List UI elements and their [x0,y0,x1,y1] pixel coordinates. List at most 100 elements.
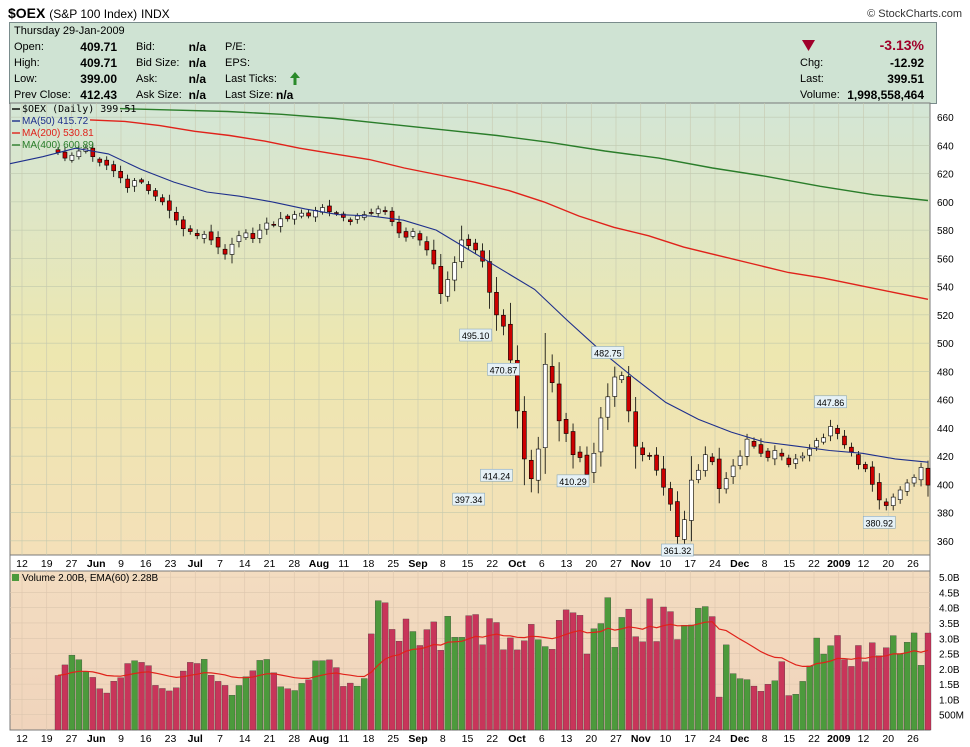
volume-bar [604,597,611,731]
volume-bar [298,683,305,731]
candlestick-series [55,142,931,554]
volume-bar [368,633,375,731]
annotation-label: 495.10 [462,331,490,341]
candle-body [883,501,889,506]
price-tick-label: 660 [937,113,954,124]
candle-body [612,376,618,397]
candle-body [236,235,242,242]
price-tick-label: 560 [937,254,954,265]
price-tick-label: 420 [937,452,954,463]
ask-value: n/a [188,72,206,86]
candle-body [125,178,130,189]
volume-bar [333,667,340,731]
candle-body [619,375,625,381]
volume-bar [347,682,354,731]
volume-bar [166,690,173,731]
volume-bar [555,620,563,731]
volume-bar [305,679,312,731]
candle-body [438,266,444,294]
volume-bar [855,645,862,731]
candle-body [605,396,611,418]
volume-bar [723,644,730,731]
candle-body [876,482,882,501]
x-tick-label-bottom: 18 [363,733,375,745]
volume-bar [458,637,465,731]
volume-bar [848,666,855,731]
candle-body [187,228,193,232]
x-tick-label: 23 [165,558,177,570]
volume-bar [256,660,263,731]
asksize-label: Ask Size: [136,89,182,101]
candle-body [487,261,492,293]
x-tick-label-bottom: 9 [118,733,124,745]
x-tick-label: 27 [610,558,622,570]
volume-bar [228,695,236,731]
volume-bar [451,637,458,731]
candle-body [62,151,68,159]
candle-body [153,190,158,197]
volume-bar [284,688,291,731]
candle-body [800,455,806,459]
volume-bar [326,659,333,731]
x-tick-label-bottom: 22 [808,733,820,745]
candle-body [751,440,757,447]
volume-bar [862,661,869,731]
volume-bar [653,641,660,731]
x-tick-label: 19 [41,558,53,570]
candle-body [842,435,847,446]
volume-bar [883,647,890,731]
candle-body [570,431,576,456]
price-tick-label: 500 [937,339,954,350]
candle-body [821,437,826,443]
candle-body [494,291,499,316]
volume-bar [709,616,716,731]
price-tick-label: 600 [937,198,954,209]
chart-title: $OEX (S&P 100 Index) INDX [8,5,170,21]
x-tick-label: 21 [264,558,276,570]
chg-value: -12.92 [889,56,924,70]
candle-body [459,239,464,262]
candle-body [890,496,896,506]
price-tick-label: 580 [937,226,954,237]
volume-bar [674,639,681,731]
volume-bar [201,659,208,731]
candle-body [689,479,694,521]
candle-body [292,214,297,220]
candle-body [793,458,799,464]
low-label: Low: [14,73,38,85]
volume-bar [799,681,806,731]
volume-bar [173,687,180,731]
volume-bar [688,624,695,731]
volume-bar [521,640,528,731]
candle-body [647,455,652,457]
volume-bar [340,686,347,731]
x-tick-label-bottom: 17 [684,733,696,745]
volume-bar [590,628,598,731]
candle-body [132,180,137,187]
quote-panel: Thursday 29-Jan-2009 Open: 409.71 High: … [9,22,937,104]
candle-body [758,444,764,454]
ma50-line [9,147,929,463]
high-label: High: [14,57,40,69]
x-tick-label-bottom: Aug [309,733,329,745]
candle-body [633,411,638,447]
xaxis-strip [9,554,931,572]
ma400-line [119,107,929,202]
volume-bar [729,673,737,731]
volume-bar [757,691,765,731]
volume-tick-label: 1.5B [939,680,960,691]
x-tick-label-bottom: 10 [660,733,672,745]
volume-bar [277,686,284,731]
volume-bar [890,635,897,731]
volume-bar [743,679,751,731]
x-tick-label-bottom: 23 [165,733,177,745]
candle-body [111,164,116,172]
price-tick-label: 620 [937,170,954,181]
volume-bar [214,681,222,731]
x-tick-label-bottom: 24 [709,733,721,745]
annotation-label: 447.86 [817,398,845,408]
ma200-line [89,119,929,300]
bidsize-label: Bid Size: [136,57,180,69]
x-tick-label-bottom: 27 [66,733,78,745]
